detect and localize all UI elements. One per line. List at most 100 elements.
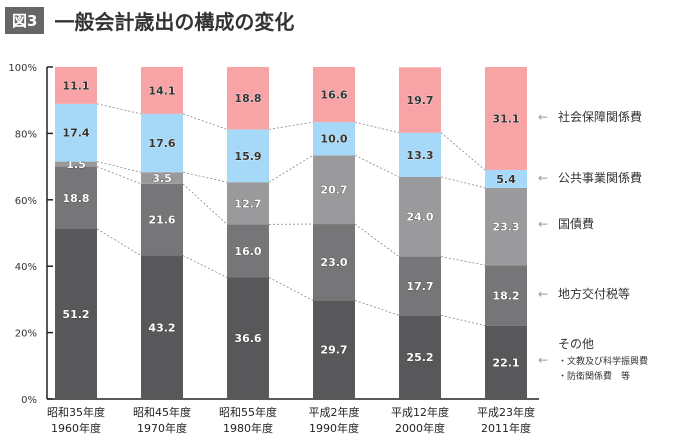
connector-line bbox=[96, 166, 142, 185]
legend-label: 公共事業関係費 bbox=[558, 170, 642, 185]
x-tick-label-year: 2011年度 bbox=[481, 421, 531, 435]
bar-segment bbox=[485, 169, 527, 188]
data-label: 17.6 bbox=[148, 137, 175, 150]
data-label: 31.1 bbox=[492, 112, 519, 125]
connector-line bbox=[354, 121, 400, 134]
bar-segment bbox=[227, 224, 269, 278]
bar-segment bbox=[141, 172, 183, 184]
bar-segment bbox=[55, 166, 97, 230]
bar-segment bbox=[313, 155, 355, 225]
bar-segment bbox=[227, 129, 269, 183]
x-tick-label: 平成12年度 bbox=[391, 405, 449, 419]
connector-line bbox=[440, 132, 486, 171]
connector-line bbox=[354, 300, 400, 316]
bar-segment bbox=[399, 256, 441, 316]
connector-line bbox=[182, 255, 228, 278]
chart-title: 一般会計歳出の構成の変化 bbox=[54, 9, 295, 34]
bar-segment bbox=[55, 229, 97, 399]
x-tick-label-year: 2000年度 bbox=[395, 421, 445, 435]
data-label: 23.3 bbox=[492, 221, 519, 234]
bar-segment bbox=[399, 315, 441, 399]
connector-line bbox=[182, 183, 228, 225]
y-tick-label: 40% bbox=[15, 262, 37, 273]
bar-segment bbox=[141, 183, 183, 256]
connector-line bbox=[354, 223, 400, 257]
x-tick-label-year: 1980年度 bbox=[223, 421, 273, 435]
data-label: 11.1 bbox=[62, 79, 89, 92]
legend-sublabel: ・文教及び科学振興費 bbox=[558, 355, 648, 367]
data-label: 13.3 bbox=[406, 149, 433, 162]
data-label: 17.4 bbox=[62, 127, 89, 140]
legend-label: 社会保障関係費 bbox=[558, 109, 642, 124]
bar-segment bbox=[141, 255, 183, 399]
figure-badge: 図3 bbox=[5, 6, 45, 34]
bar-segment bbox=[485, 325, 527, 399]
bar-segment bbox=[485, 67, 527, 170]
data-label: 5.4 bbox=[496, 173, 516, 186]
x-tick-label-year: 1970年度 bbox=[137, 421, 187, 435]
data-label: 21.6 bbox=[148, 214, 175, 227]
y-tick-label: 100% bbox=[8, 63, 37, 74]
data-label: 12.7 bbox=[234, 197, 261, 210]
connector-line bbox=[268, 121, 314, 130]
bar-segment bbox=[485, 187, 527, 266]
bar-segment bbox=[141, 113, 183, 173]
data-label: 18.8 bbox=[234, 92, 261, 105]
bar-segment bbox=[399, 176, 441, 257]
bar-segment bbox=[141, 67, 183, 114]
data-label: 15.9 bbox=[234, 150, 261, 163]
legend-label: 国債費 bbox=[558, 216, 594, 231]
data-label: 24.0 bbox=[406, 211, 433, 224]
connector-line bbox=[268, 154, 314, 183]
bar-segment bbox=[55, 103, 97, 162]
connector-line bbox=[96, 103, 142, 115]
connector-line bbox=[96, 228, 142, 256]
bar-segment bbox=[399, 132, 441, 177]
connector-line bbox=[182, 171, 228, 183]
bar-segment bbox=[313, 224, 355, 301]
connector-line bbox=[440, 176, 486, 189]
connector-line bbox=[354, 154, 400, 178]
bar-segment bbox=[227, 277, 269, 399]
y-tick-label: 0% bbox=[21, 395, 37, 406]
x-tick-label: 昭和55年度 bbox=[219, 405, 277, 419]
data-label: 17.7 bbox=[406, 280, 433, 293]
data-label: 18.2 bbox=[492, 289, 519, 302]
data-label: 14.1 bbox=[148, 84, 175, 97]
data-label: 23.0 bbox=[320, 256, 347, 269]
data-label: 20.7 bbox=[320, 184, 347, 197]
bar-segment bbox=[399, 67, 441, 133]
data-label: 22.1 bbox=[492, 356, 519, 369]
data-label: 18.8 bbox=[62, 192, 89, 205]
x-tick-label: 昭和45年度 bbox=[133, 405, 191, 419]
data-label: 51.2 bbox=[62, 308, 89, 321]
data-label: 16.0 bbox=[234, 245, 261, 258]
x-tick-label-year: 1990年度 bbox=[309, 421, 359, 435]
bar-segment bbox=[55, 161, 97, 167]
chart-title-bar: 図3 一般会計歳出の構成の変化 bbox=[5, 6, 294, 34]
x-tick-label: 昭和35年度 bbox=[47, 405, 105, 419]
x-tick-label: 平成2年度 bbox=[309, 405, 360, 419]
legend-arrow: ← bbox=[538, 110, 548, 124]
legend-arrow: ← bbox=[538, 353, 548, 367]
y-tick-label: 20% bbox=[15, 329, 37, 340]
x-tick-label-year: 1960年度 bbox=[51, 421, 101, 435]
data-label: 25.2 bbox=[406, 351, 433, 364]
data-label: 3.5 bbox=[152, 172, 172, 185]
data-label: 43.2 bbox=[148, 321, 175, 334]
bar-segment bbox=[55, 67, 97, 104]
y-tick-label: 80% bbox=[15, 129, 37, 140]
data-label: 19.7 bbox=[406, 94, 433, 107]
connector-line bbox=[96, 161, 142, 173]
connector-line bbox=[182, 113, 228, 130]
bar-segment bbox=[313, 122, 355, 156]
legend-label: その他 bbox=[558, 337, 594, 351]
bar-segment bbox=[227, 182, 269, 225]
data-label: 10.0 bbox=[320, 133, 347, 146]
x-tick-label: 平成23年度 bbox=[477, 405, 535, 419]
bar-segment bbox=[485, 265, 527, 326]
bar-segment bbox=[313, 67, 355, 123]
connector-line bbox=[440, 314, 486, 327]
legend-arrow: ← bbox=[538, 217, 548, 231]
